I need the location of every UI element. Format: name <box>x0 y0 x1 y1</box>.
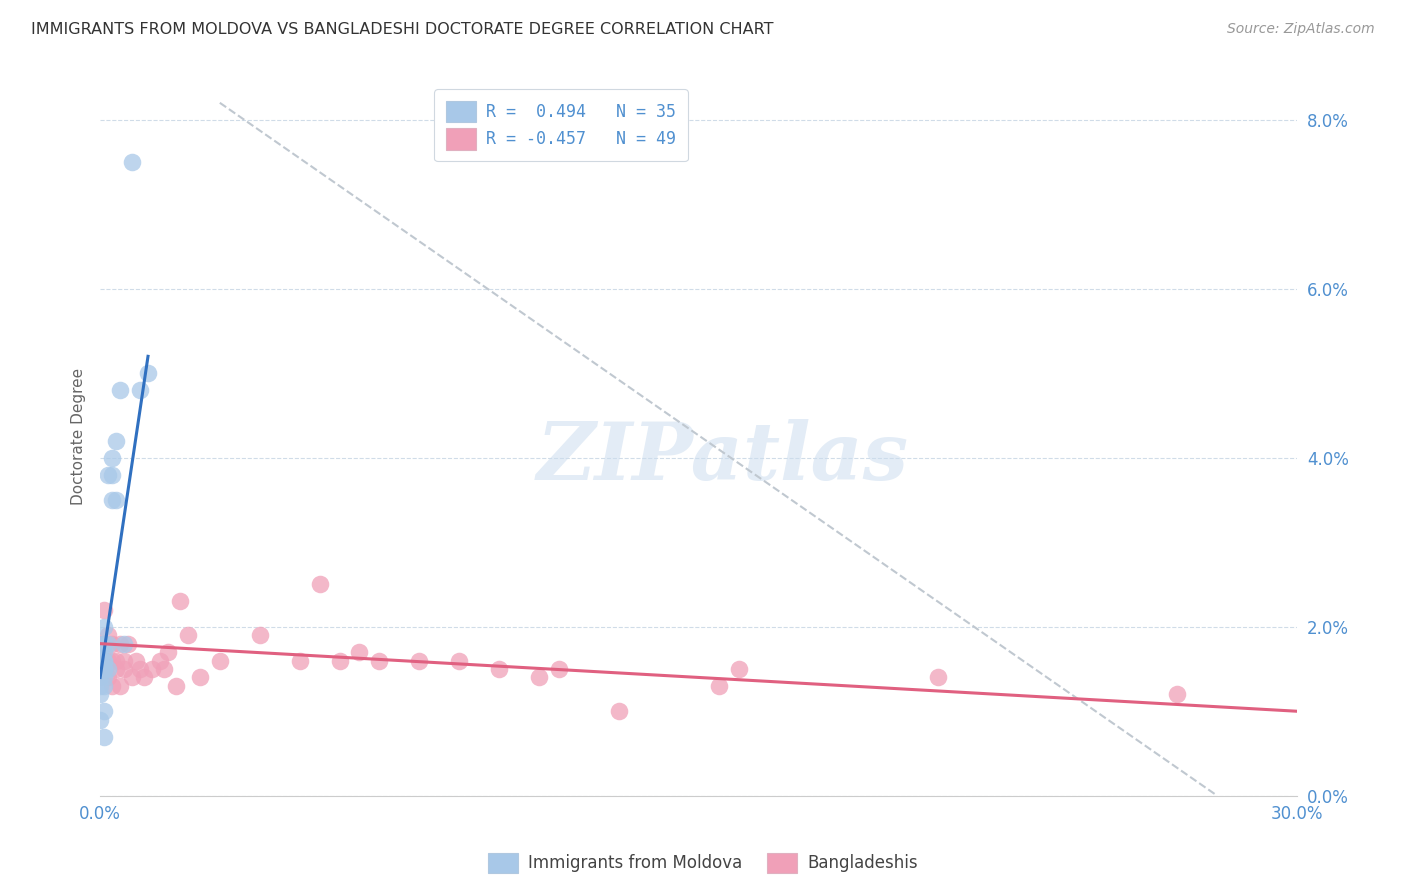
Point <box>93 662 115 676</box>
Point <box>112 662 135 676</box>
Point <box>208 654 231 668</box>
Point <box>408 654 430 668</box>
Point <box>93 670 115 684</box>
Point <box>108 637 131 651</box>
Point <box>93 654 115 668</box>
Point <box>121 155 143 169</box>
Point <box>108 679 131 693</box>
Point <box>93 645 115 659</box>
Point <box>153 662 176 676</box>
Point <box>169 594 191 608</box>
Point <box>97 467 120 482</box>
Point <box>97 662 120 676</box>
Text: Source: ZipAtlas.com: Source: ZipAtlas.com <box>1227 22 1375 37</box>
Point <box>89 679 111 693</box>
Point <box>121 670 143 684</box>
Point <box>93 662 115 676</box>
Legend: Immigrants from Moldova, Bangladeshis: Immigrants from Moldova, Bangladeshis <box>481 847 925 880</box>
Point <box>108 383 131 397</box>
Point <box>727 662 749 676</box>
Point <box>97 654 120 668</box>
Point <box>368 654 391 668</box>
Point <box>89 645 111 659</box>
Point <box>125 654 148 668</box>
Point <box>449 654 471 668</box>
Point <box>93 637 115 651</box>
Point <box>156 645 179 659</box>
Point <box>149 654 172 668</box>
Point <box>607 704 630 718</box>
Point <box>93 603 115 617</box>
Point <box>89 654 111 668</box>
Point <box>97 670 120 684</box>
Point <box>707 679 730 693</box>
Point <box>328 654 350 668</box>
Point <box>249 628 271 642</box>
Point <box>117 637 139 651</box>
Point <box>101 467 124 482</box>
Point <box>132 670 155 684</box>
Point <box>105 493 128 508</box>
Point <box>177 628 200 642</box>
Point <box>527 670 550 684</box>
Point <box>101 493 124 508</box>
Point <box>93 637 115 651</box>
Point <box>89 654 111 668</box>
Point <box>105 662 128 676</box>
Point <box>93 730 115 744</box>
Point <box>93 662 115 676</box>
Point <box>101 450 124 465</box>
Point <box>93 704 115 718</box>
Point <box>89 654 111 668</box>
Text: IMMIGRANTS FROM MOLDOVA VS BANGLADESHI DOCTORATE DEGREE CORRELATION CHART: IMMIGRANTS FROM MOLDOVA VS BANGLADESHI D… <box>31 22 773 37</box>
Point <box>89 637 111 651</box>
Point <box>89 670 111 684</box>
Point <box>105 654 128 668</box>
Point <box>129 383 152 397</box>
Point <box>1166 687 1188 701</box>
Point <box>101 679 124 693</box>
Point <box>488 662 510 676</box>
Text: ZIPatlas: ZIPatlas <box>537 419 908 497</box>
Point <box>89 713 111 727</box>
Point <box>97 628 120 642</box>
Point <box>89 670 111 684</box>
Point <box>308 577 330 591</box>
Point <box>188 670 211 684</box>
Point <box>112 654 135 668</box>
Point <box>93 679 115 693</box>
Point <box>548 662 571 676</box>
Point <box>89 687 111 701</box>
Point <box>101 654 124 668</box>
Point <box>93 654 115 668</box>
Y-axis label: Doctorate Degree: Doctorate Degree <box>72 368 86 505</box>
Point <box>89 662 111 676</box>
Legend: R =  0.494   N = 35, R = -0.457   N = 49: R = 0.494 N = 35, R = -0.457 N = 49 <box>434 89 688 161</box>
Point <box>129 662 152 676</box>
Point <box>89 637 111 651</box>
Point <box>136 366 159 380</box>
Point <box>105 434 128 448</box>
Point <box>89 662 111 676</box>
Point <box>93 620 115 634</box>
Point <box>93 654 115 668</box>
Point <box>112 637 135 651</box>
Point <box>927 670 949 684</box>
Point <box>349 645 371 659</box>
Point <box>97 637 120 651</box>
Point <box>141 662 163 676</box>
Point <box>93 662 115 676</box>
Point <box>288 654 311 668</box>
Point <box>165 679 187 693</box>
Point <box>101 637 124 651</box>
